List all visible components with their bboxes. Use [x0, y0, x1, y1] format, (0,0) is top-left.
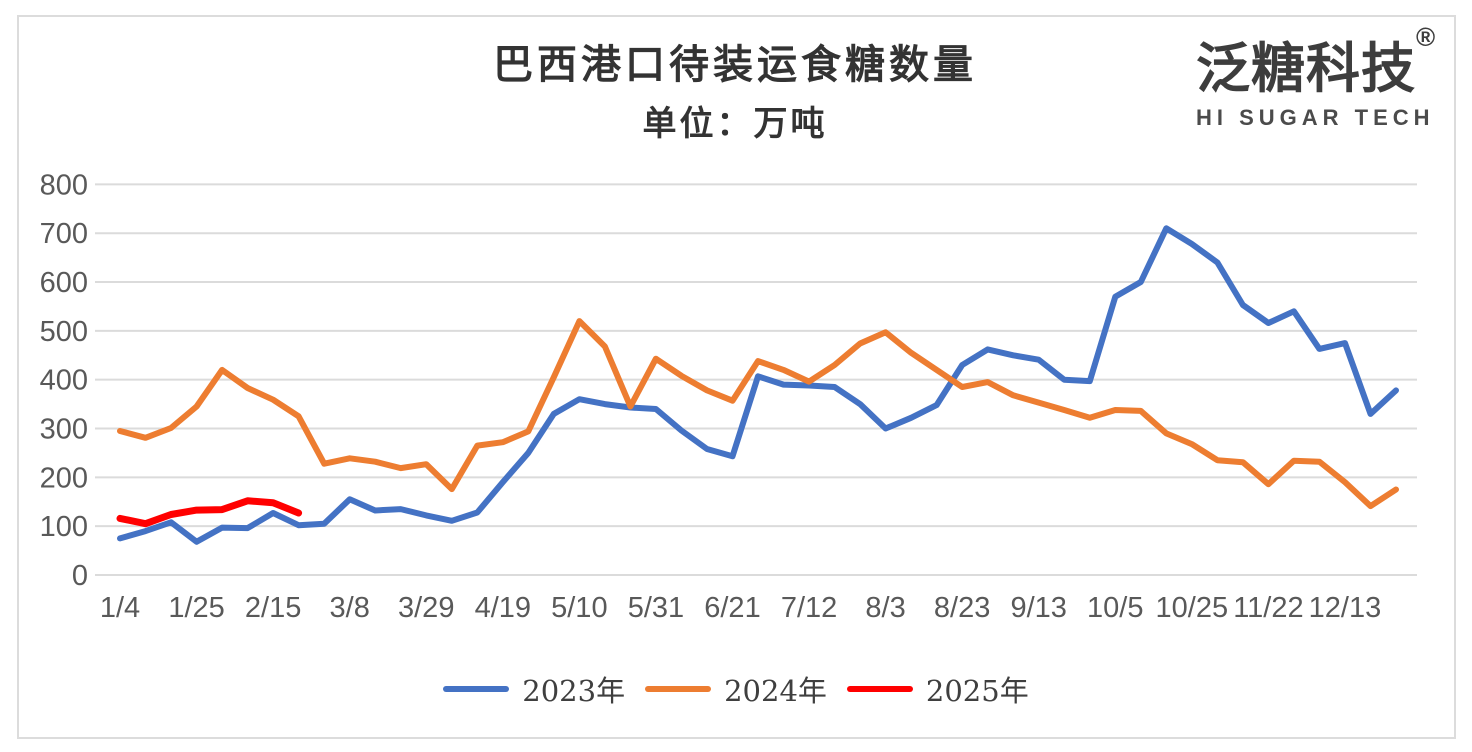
series-line-2024: [117, 318, 1399, 510]
y-tick-label: 0: [72, 560, 88, 592]
x-tick-label: 11/22: [1233, 592, 1303, 624]
chart-subtitle: 单位：万吨: [642, 104, 828, 144]
legend-label-2025: 2025年: [925, 674, 1029, 708]
y-tick-label: 500: [40, 316, 88, 348]
x-tick-label: 10/5: [1087, 592, 1143, 624]
y-tick-label: 800: [40, 169, 88, 201]
y-tick-label: 400: [40, 365, 88, 397]
x-tick-label: 2/15: [245, 592, 301, 624]
chart-frame-border: [17, 15, 1456, 739]
y-tick-label: 100: [40, 511, 88, 543]
legend-line-swatch-2024: [645, 686, 712, 692]
legend-item-2023: 2023年: [443, 668, 625, 710]
x-tick-label: 5/10: [551, 592, 607, 624]
logo-chinese-row: 泛糖科技®: [1196, 22, 1456, 103]
hi-sugar-tech-logo: 泛糖科技® HI SUGAR TECH: [1196, 22, 1456, 131]
x-tick-label: 6/21: [704, 592, 760, 624]
x-tick-label: 7/12: [781, 592, 837, 624]
x-tick-label: 3/8: [330, 592, 370, 624]
legend-line-swatch-2025: [846, 686, 913, 692]
y-tick-label: 700: [40, 218, 88, 250]
legend-label-2024: 2024年: [724, 674, 827, 708]
x-tick-label: 1/4: [100, 592, 140, 624]
legend-item-2024: 2024年: [645, 668, 827, 710]
x-tick-label: 5/31: [628, 592, 684, 624]
x-tick-label: 9/13: [1010, 592, 1066, 624]
series-line-2023: [117, 225, 1399, 545]
x-tick-label: 1/25: [168, 592, 224, 624]
title-block: 巴西港口待装运食糖数量 单位：万吨: [200, 42, 1270, 145]
x-tick-label: 8/23: [934, 592, 990, 624]
chart-legend: 2023年 2024年 2025年: [0, 668, 1472, 710]
registered-trademark-icon: ®: [1416, 22, 1436, 52]
x-tick-label: 8/3: [865, 592, 905, 624]
y-tick-label: 300: [40, 414, 88, 446]
x-tick-label: 4/19: [475, 592, 531, 624]
x-tick-label: 10/25: [1156, 592, 1229, 624]
y-tick-label: 200: [40, 462, 88, 494]
y-tick-label: 600: [40, 267, 88, 299]
legend-line-swatch-2023: [443, 686, 510, 692]
logo-english-text: HI SUGAR TECH: [1196, 105, 1435, 130]
x-tick-label: 3/29: [398, 592, 454, 624]
chart-title: 巴西港口待装运食糖数量: [493, 41, 977, 88]
series-line-2025: [116, 497, 303, 528]
x-tick-label: 12/13: [1309, 592, 1382, 624]
logo-chinese-text: 泛糖科技: [1196, 39, 1416, 99]
legend-item-2025: 2025年: [846, 668, 1029, 710]
legend-label-2023: 2023年: [522, 674, 626, 708]
